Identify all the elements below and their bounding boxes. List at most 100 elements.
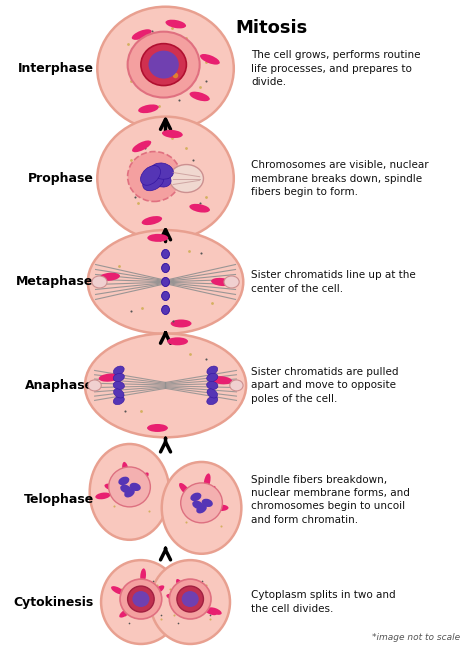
Ellipse shape (162, 292, 169, 301)
Text: Chromosomes are visible, nuclear
membrane breaks down, spindle
fibers begin to f: Chromosomes are visible, nuclear membran… (251, 160, 428, 197)
Ellipse shape (147, 424, 168, 432)
Ellipse shape (207, 396, 218, 404)
Ellipse shape (97, 117, 234, 240)
Ellipse shape (169, 579, 211, 619)
Ellipse shape (208, 607, 222, 615)
Ellipse shape (113, 396, 124, 404)
Text: Cytokinesis: Cytokinesis (13, 596, 94, 608)
Ellipse shape (162, 249, 169, 259)
Ellipse shape (230, 380, 243, 391)
Ellipse shape (162, 264, 169, 272)
Ellipse shape (176, 579, 185, 592)
Ellipse shape (120, 485, 131, 493)
Ellipse shape (171, 319, 191, 327)
Text: Sister chromatids are pulled
apart and move to opposite
poles of the cell.: Sister chromatids are pulled apart and m… (251, 367, 399, 404)
Ellipse shape (211, 278, 232, 286)
Ellipse shape (213, 505, 228, 511)
Ellipse shape (151, 163, 173, 179)
Text: Mitosis: Mitosis (235, 19, 307, 37)
Ellipse shape (149, 170, 171, 187)
Ellipse shape (132, 141, 151, 152)
Ellipse shape (109, 467, 150, 507)
Ellipse shape (114, 389, 124, 398)
Ellipse shape (207, 382, 218, 389)
Ellipse shape (97, 6, 234, 130)
Ellipse shape (111, 586, 124, 595)
Text: Cytoplasm splits in two and
the cell divides.: Cytoplasm splits in two and the cell div… (251, 590, 395, 614)
Ellipse shape (162, 277, 169, 286)
Text: *image not to scale: *image not to scale (372, 633, 460, 642)
Ellipse shape (119, 608, 131, 618)
Ellipse shape (169, 165, 203, 192)
Ellipse shape (191, 492, 201, 501)
Ellipse shape (92, 276, 107, 288)
Ellipse shape (132, 591, 149, 607)
Ellipse shape (104, 483, 119, 491)
Ellipse shape (162, 462, 241, 554)
Ellipse shape (150, 560, 230, 644)
Ellipse shape (211, 376, 232, 384)
Ellipse shape (224, 276, 239, 288)
Ellipse shape (190, 204, 210, 213)
Ellipse shape (162, 130, 183, 138)
Ellipse shape (206, 486, 216, 500)
Ellipse shape (137, 472, 149, 485)
Ellipse shape (113, 366, 124, 375)
Ellipse shape (207, 366, 218, 375)
Ellipse shape (152, 585, 164, 595)
Ellipse shape (162, 305, 169, 314)
Ellipse shape (207, 389, 218, 398)
Ellipse shape (120, 579, 162, 619)
Ellipse shape (166, 594, 180, 601)
Ellipse shape (162, 305, 169, 314)
Ellipse shape (124, 489, 135, 498)
Ellipse shape (162, 264, 169, 272)
Ellipse shape (162, 292, 169, 301)
Ellipse shape (101, 560, 181, 644)
Ellipse shape (200, 54, 220, 65)
Ellipse shape (129, 483, 141, 491)
Ellipse shape (85, 334, 246, 437)
Ellipse shape (113, 373, 124, 382)
Ellipse shape (179, 483, 190, 496)
Ellipse shape (122, 462, 129, 478)
Ellipse shape (128, 32, 200, 98)
Ellipse shape (141, 43, 186, 86)
Ellipse shape (162, 249, 169, 259)
Ellipse shape (181, 483, 222, 523)
Ellipse shape (196, 504, 207, 513)
Ellipse shape (182, 591, 199, 607)
Text: Sister chromatids line up at the
center of the cell.: Sister chromatids line up at the center … (251, 270, 416, 294)
Ellipse shape (167, 338, 188, 345)
Text: Prophase: Prophase (28, 172, 94, 185)
Text: Interphase: Interphase (18, 62, 94, 75)
Ellipse shape (99, 373, 119, 382)
Ellipse shape (95, 492, 110, 500)
Ellipse shape (201, 499, 213, 507)
Ellipse shape (177, 586, 203, 612)
Ellipse shape (147, 234, 168, 242)
Text: The cell grows, performs routine
life processes, and prepares to
divide.: The cell grows, performs routine life pr… (251, 51, 420, 87)
Ellipse shape (118, 477, 129, 485)
Ellipse shape (142, 216, 162, 225)
Ellipse shape (162, 277, 169, 286)
Ellipse shape (165, 19, 186, 29)
Text: Metaphase: Metaphase (16, 275, 94, 288)
Ellipse shape (88, 230, 243, 334)
Ellipse shape (138, 104, 159, 113)
Ellipse shape (148, 51, 179, 78)
Ellipse shape (192, 501, 203, 509)
Ellipse shape (128, 152, 181, 202)
Text: Telophase: Telophase (23, 493, 94, 506)
Ellipse shape (207, 373, 218, 382)
Ellipse shape (132, 29, 152, 40)
Ellipse shape (140, 166, 161, 185)
Text: Spindle fibers breakdown,
nuclear membrane forms, and
chromosomes begin to uncoi: Spindle fibers breakdown, nuclear membra… (251, 475, 410, 525)
Text: Anaphase: Anaphase (25, 379, 94, 392)
Ellipse shape (90, 444, 169, 540)
Ellipse shape (128, 586, 154, 612)
Ellipse shape (113, 382, 125, 389)
Ellipse shape (190, 91, 210, 101)
Ellipse shape (204, 607, 217, 615)
Ellipse shape (144, 165, 166, 182)
